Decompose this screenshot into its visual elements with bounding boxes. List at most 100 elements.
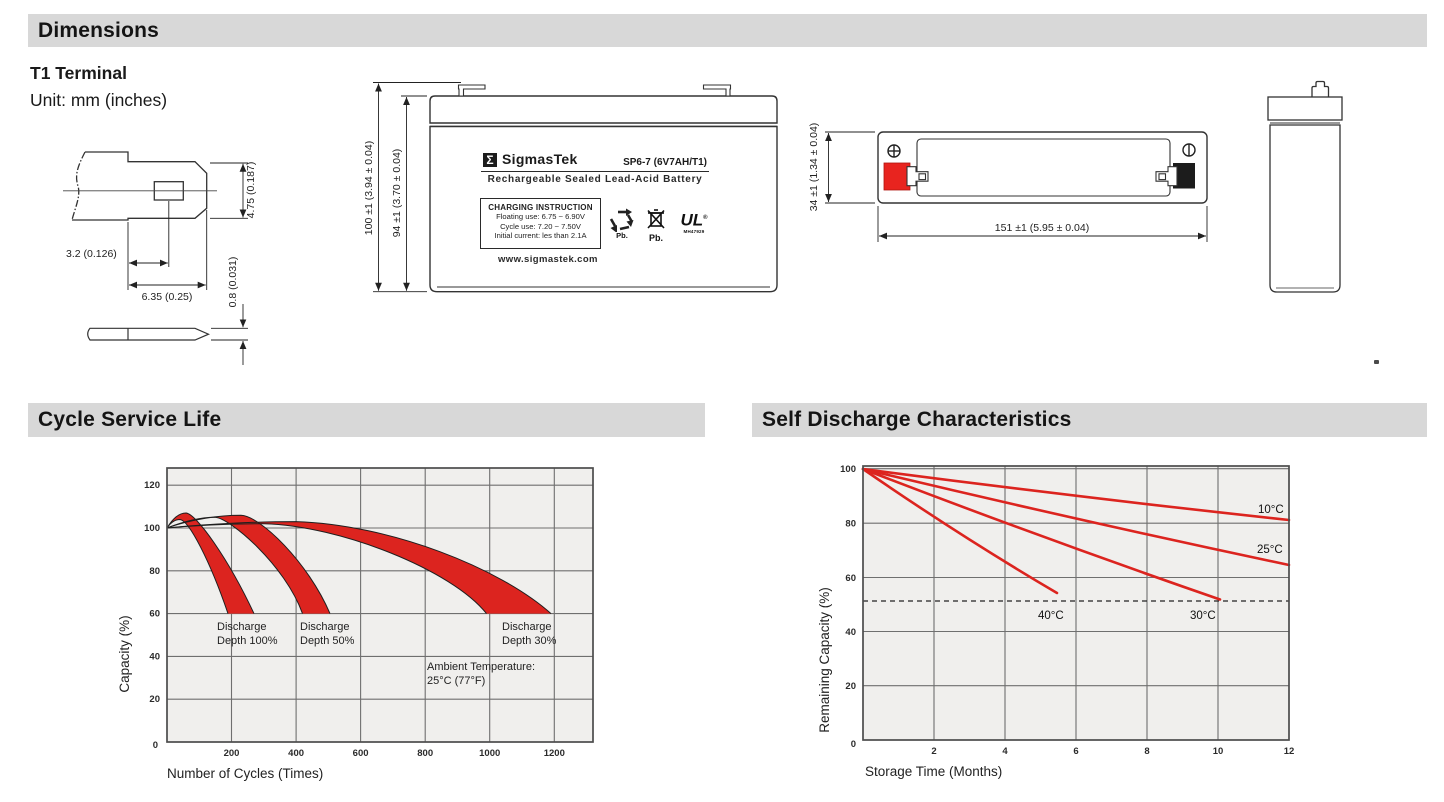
battery-label: Σ SigmasTek SP6-7 (6V7AH/T1) Rechargeabl… [478, 150, 720, 270]
ul-icon-block: UL® MH47929 [676, 210, 712, 234]
y-tick-labels: 100 80 60 40 20 0 [840, 464, 856, 750]
svg-text:120: 120 [144, 480, 160, 491]
dim-width: 34 ±1 (1.34 ± 0.04) [808, 123, 820, 212]
positive-polarity-icon [887, 144, 901, 158]
svg-text:40: 40 [149, 651, 160, 662]
svg-text:0: 0 [153, 740, 158, 751]
pb-bin-icon-block: Pb. [644, 208, 668, 243]
dim-hole-offset: 3.2 (0.126) [66, 248, 117, 260]
section-title: Dimensions [38, 18, 160, 42]
dim-tab-width-lines [129, 210, 208, 290]
line-30c [861, 467, 1222, 601]
y-axis-title: Capacity (%) [117, 615, 132, 692]
dim-tab-height-lines [210, 162, 248, 219]
faston-tabs [906, 166, 1178, 187]
front-outline [429, 84, 778, 293]
charging-line-1: Floating use: 6.75 ~ 6.90V [496, 212, 585, 221]
svg-text:80: 80 [149, 566, 160, 577]
svg-text:10°C: 10°C [1258, 504, 1284, 516]
svg-text:6: 6 [1073, 746, 1078, 757]
svg-text:60: 60 [845, 573, 856, 584]
dim-thickness-lines [211, 304, 248, 365]
dim-tab-thickness: 0.8 (0.031) [227, 257, 239, 308]
product-description: Rechargeable Sealed Lead-Acid Battery [487, 174, 703, 185]
svg-text:Discharge: Discharge [217, 621, 267, 633]
svg-text:Depth 50%: Depth 50% [300, 635, 355, 647]
svg-text:800: 800 [417, 748, 433, 759]
charging-title: CHARGING INSTRUCTION [488, 203, 593, 212]
svg-text:Discharge: Discharge [502, 621, 552, 633]
svg-text:60: 60 [149, 609, 160, 620]
band-annotations: Discharge Depth 100% Discharge Depth 50%… [217, 621, 557, 687]
svg-text:10: 10 [1213, 746, 1224, 757]
cycle-chart-title: Cycle Service Life [38, 408, 222, 431]
svg-text:20: 20 [149, 694, 160, 705]
pb-recycle-icon-block: Pb. [606, 208, 638, 240]
charging-instruction-box: CHARGING INSTRUCTION Floating use: 6.75 … [480, 198, 601, 249]
svg-text:80: 80 [845, 519, 856, 530]
svg-text:8: 8 [1144, 746, 1149, 757]
x-tick-labels: 200 400 600 800 1000 1200 [224, 748, 565, 759]
cycle-service-life-chart: Discharge Depth 100% Discharge Depth 50%… [117, 467, 594, 781]
crossed-bin-icon [647, 209, 665, 229]
svg-text:Depth 30%: Depth 30% [502, 635, 557, 647]
x-axis-title: Number of Cycles (Times) [167, 766, 323, 781]
svg-text:Depth 100%: Depth 100% [217, 635, 278, 647]
pb-bin-label: Pb. [648, 233, 663, 243]
svg-text:25°C: 25°C [1257, 544, 1283, 556]
grid [863, 466, 1289, 740]
dim-case-height: 94 ±1 (3.70 ± 0.04) [391, 149, 403, 238]
dim-overall-height: 100 ±1 (3.94 ± 0.04) [365, 141, 375, 235]
svg-text:Discharge: Discharge [300, 621, 350, 633]
self-discharge-chart: 10°C 25°C 30°C 40°C 100 80 60 40 20 0 2 … [817, 464, 1294, 779]
svg-text:Ambient Temperature:: Ambient Temperature: [427, 661, 535, 673]
svg-text:100: 100 [144, 523, 160, 534]
dim-overall-lines [373, 82, 461, 293]
dim-hole-offset-lines [127, 201, 170, 290]
svg-text:12: 12 [1284, 746, 1295, 757]
svg-text:25°C (77°F): 25°C (77°F) [427, 675, 485, 687]
svg-text:30°C: 30°C [1190, 610, 1216, 622]
pb-recycle-label: Pb. [616, 231, 628, 240]
dim-width-lines [825, 131, 875, 204]
charging-line-2: Cycle use: 7.20 ~ 7.50V [500, 221, 581, 231]
terminal-subheader: T1 Terminal Unit: mm (inches) [30, 60, 167, 114]
dim-tab-width: 6.35 (0.25) [142, 291, 193, 303]
negative-polarity-icon [1182, 143, 1196, 157]
battery-front-view: 100 ±1 (3.94 ± 0.04) 94 ±1 (3.70 ± 0.04) [365, 82, 778, 293]
positive-terminal-red [883, 162, 911, 191]
section-header-dimensions: Dimensions [28, 14, 1427, 47]
plot-frame [862, 465, 1290, 741]
svg-text:1200: 1200 [544, 748, 565, 759]
model-number: SP6-7 (6V7AH/T1) [623, 157, 707, 168]
stray-mark [1374, 360, 1379, 364]
section-header-self-discharge: Self Discharge Characteristics [752, 403, 1427, 437]
recycle-icon [609, 208, 634, 233]
discharge-chart-title: Self Discharge Characteristics [762, 408, 1072, 431]
dim-tab-height: 4.75 (0.187) [245, 162, 257, 219]
dim-length: 151 ±1 (5.95 ± 0.04) [995, 222, 1089, 234]
website-text: www.sigmastek.com [498, 254, 598, 265]
y-tick-labels: 120 100 80 60 40 20 0 [144, 480, 160, 751]
svg-text:40°C: 40°C [1038, 610, 1064, 622]
line-40c [861, 467, 1059, 595]
battery-top-view: 34 ±1 (1.34 ± 0.04) 151 ±1 (5.95 ± 0.04) [808, 123, 1208, 242]
dim-length-lines [877, 206, 1208, 242]
svg-text:200: 200 [224, 748, 240, 759]
terminal-type-label: T1 Terminal [30, 63, 127, 83]
ul-mark-icon: UL® [680, 210, 708, 230]
svg-text:4: 4 [1002, 746, 1008, 757]
svg-text:100: 100 [840, 464, 856, 475]
x-tick-labels: 2 4 6 8 10 12 [931, 746, 1294, 757]
svg-text:0: 0 [851, 739, 856, 750]
side-view-outline [1267, 80, 1343, 293]
svg-text:600: 600 [353, 748, 369, 759]
ul-file-number: MH47929 [683, 228, 705, 234]
svg-text:20: 20 [845, 681, 856, 692]
terminal-detail-drawing: 4.75 (0.187) 3.2 (0.126) 6.35 (0.25) 0.8… [63, 151, 257, 365]
charging-line-3: Initial current: les than 2.1A [494, 231, 587, 241]
brand-name: SigmasTek [502, 151, 578, 167]
terminal-profile-outline [87, 327, 211, 341]
negative-terminal-black [1173, 163, 1195, 189]
